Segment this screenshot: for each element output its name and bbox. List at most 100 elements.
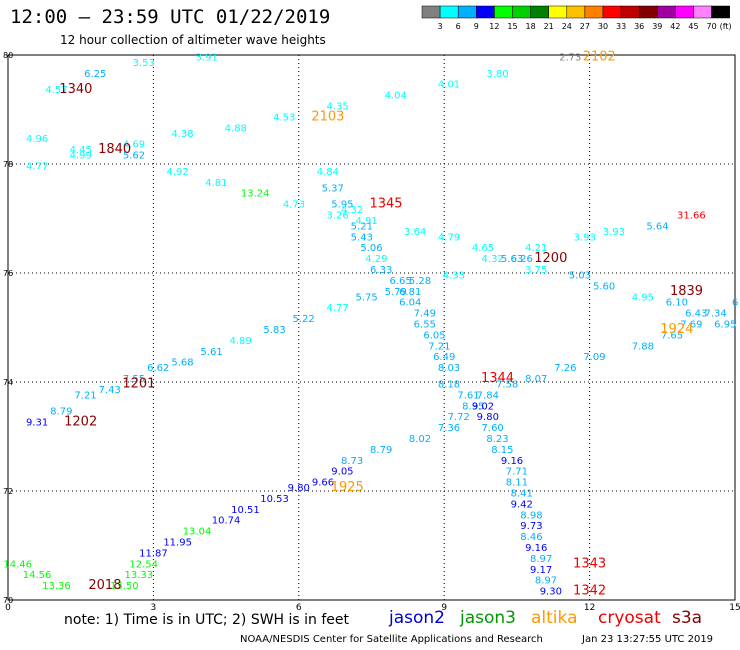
swh-value: 8.97 — [535, 576, 557, 587]
swh-value: 4.01 — [438, 80, 460, 91]
swh-value: 9.66 — [312, 478, 334, 489]
swh-value: 3.75 — [525, 265, 547, 276]
swh-value: 8.73 — [341, 456, 363, 467]
swh-value: 6.25 — [84, 69, 106, 80]
swh-value: 7.26 — [554, 363, 576, 374]
colorbar-label: 9 — [474, 22, 479, 31]
colorbar-label: 12 — [489, 22, 499, 31]
swh-value: 4.21 — [525, 243, 547, 254]
swh-value: 7.65 — [661, 330, 683, 341]
swh-value: 5.83 — [263, 325, 285, 336]
pass-time-label: 1340 — [59, 82, 92, 97]
swh-value: 4.53 — [273, 112, 295, 123]
swh-value: 4.57 — [45, 85, 67, 96]
colorbar-label: 36 — [634, 22, 644, 31]
swh-value: 12.54 — [129, 559, 158, 570]
swh-value: 3.64 — [404, 227, 426, 238]
swh-value: 6.10 — [666, 298, 688, 309]
swh-value: 5.06 — [360, 243, 382, 254]
swh-value: 5.43 — [351, 232, 373, 243]
swh-value: 3.80 — [486, 69, 508, 80]
colorbar-swatch — [711, 5, 730, 19]
plot-frame — [7, 54, 736, 601]
swh-value: 5.63 — [501, 254, 523, 265]
colorbar-label: 45 — [688, 22, 698, 31]
swh-value: 6.62 — [147, 363, 169, 374]
pass-time-label: 1202 — [64, 415, 97, 430]
swh-value: 4.84 — [317, 167, 339, 178]
swh-value: 3.53 — [133, 58, 155, 69]
swh-value: 9.31 — [26, 418, 48, 429]
swh-value: 7.21 — [74, 390, 96, 401]
swh-value: 14.56 — [23, 570, 52, 581]
colorbar-label: 24 — [562, 22, 572, 31]
swh-value: 7.36 — [438, 423, 460, 434]
legend-jason3: jason3 — [460, 608, 516, 628]
pass-time-label: 1345 — [369, 197, 402, 212]
swh-value: 6.43 — [685, 309, 707, 320]
swh-value: 7.21 — [428, 341, 450, 352]
swh-value: 5.64 — [646, 221, 668, 232]
swh-value: 5.60 — [593, 281, 615, 292]
swh-value: 4.81 — [205, 178, 227, 189]
swh-value: 5.68 — [171, 358, 193, 369]
swh-value: 3.26 — [326, 211, 348, 222]
colorbar-label: 30 — [598, 22, 608, 31]
swh-value: 4.33 — [443, 270, 465, 281]
x-tick-label: 6 — [296, 603, 302, 613]
swh-value: 6.55 — [414, 320, 436, 331]
swh-value: 8.07 — [525, 374, 547, 385]
colorbar-label: 18 — [526, 22, 536, 31]
swh-value: 6.33 — [370, 265, 392, 276]
swh-value: 13.36 — [42, 581, 71, 592]
swh-value: 4.91 — [356, 216, 378, 227]
swh-value: 8.03 — [438, 363, 460, 374]
swh-value: 13.24 — [241, 189, 270, 200]
swh-value: 4.77 — [326, 303, 348, 314]
pass-time-label: 2102 — [583, 49, 616, 64]
x-tick-label: 9 — [441, 603, 447, 613]
swh-value: 7.61 — [457, 390, 479, 401]
swh-value: 7.34 — [704, 309, 726, 320]
y-tick-label: 74 — [3, 378, 13, 387]
swh-value: 6 — [732, 298, 738, 309]
swh-value: 5.75 — [356, 292, 378, 303]
swh-value: 8.79 — [50, 407, 72, 418]
swh-value: 4.29 — [365, 254, 387, 265]
swh-value: 13.04 — [183, 527, 212, 538]
swh-value: 3.91 — [196, 52, 218, 63]
y-tick-label: 76 — [3, 269, 13, 278]
x-tick-label: 3 — [151, 603, 157, 613]
footer-credit: NOAA/NESDIS Center for Satellite Applica… — [240, 634, 543, 645]
legend-cryosat: cryosat — [598, 608, 661, 628]
pass-time-label: 2018 — [88, 578, 121, 593]
colorbar-swatch — [457, 5, 477, 19]
swh-value: 7.49 — [414, 309, 436, 320]
y-tick-label: 70 — [3, 596, 13, 605]
swh-value: 9.42 — [511, 499, 533, 510]
swh-value: 8.02 — [409, 434, 431, 445]
pass-time-label: 1342 — [573, 584, 606, 599]
swh-value: 5.03 — [569, 270, 591, 281]
swh-value: 7.60 — [482, 423, 504, 434]
swh-value: 6.26 — [511, 254, 533, 265]
swh-value: 6.81 — [399, 287, 421, 298]
colorbar-label: 6 — [456, 22, 461, 31]
swh-value: 4.65 — [472, 243, 494, 254]
colorbar-label: 21 — [544, 22, 554, 31]
swh-value: 8.79 — [370, 445, 392, 456]
swh-value: 9.16 — [501, 456, 523, 467]
y-tick-label: 72 — [3, 487, 13, 496]
swh-value: 7.69 — [680, 320, 702, 331]
swh-value: 6.49 — [433, 352, 455, 363]
swh-value: 10.51 — [231, 505, 260, 516]
colorbar-swatch — [421, 5, 441, 19]
swh-value: 4.79 — [438, 232, 460, 243]
swh-value: 9.02 — [472, 401, 494, 412]
colorbar-swatch — [657, 5, 676, 19]
swh-value: 8.18 — [438, 379, 460, 390]
swh-value: 4.32 — [482, 254, 504, 265]
colorbar-swatch — [675, 5, 694, 19]
colorbar-swatch — [530, 5, 549, 19]
